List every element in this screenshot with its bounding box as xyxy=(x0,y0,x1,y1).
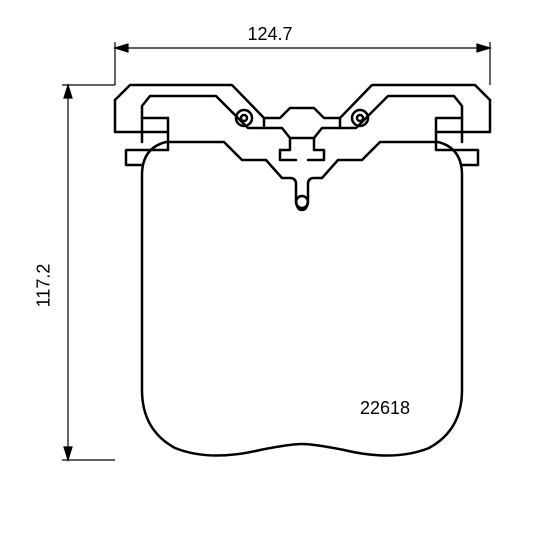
height-dimension-label: 117.2 xyxy=(33,264,54,308)
part-number-label: 22618 xyxy=(360,398,410,419)
width-dimension-label: 124.7 xyxy=(247,24,292,45)
brake-pad-outline xyxy=(115,85,490,456)
technical-drawing xyxy=(0,0,540,540)
dimension-height xyxy=(62,85,115,460)
dimension-width xyxy=(115,42,490,85)
